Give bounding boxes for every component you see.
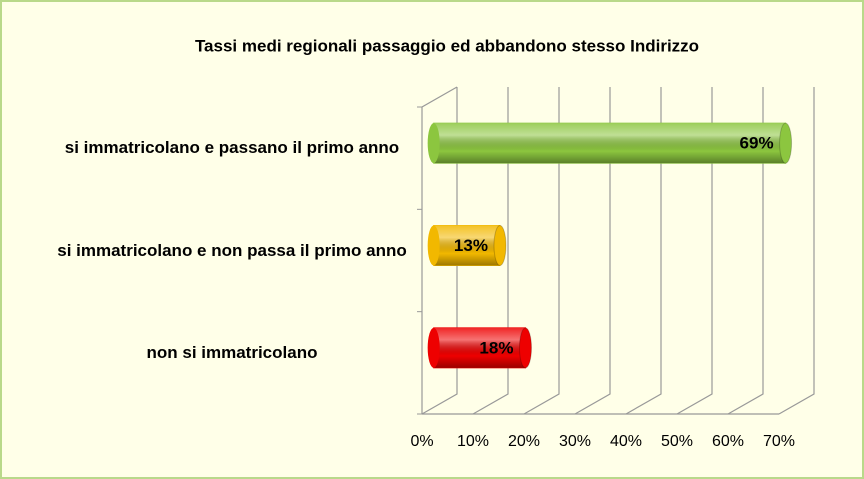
x-tick-label: 20% — [508, 433, 540, 450]
bar-shade — [433, 123, 786, 164]
grid-line — [778, 87, 815, 415]
x-tick-label: 30% — [559, 433, 591, 450]
value-label: 18% — [479, 338, 513, 357]
x-tick-label: 10% — [457, 433, 489, 450]
grid-line — [727, 87, 764, 415]
bar-shade — [433, 225, 500, 266]
x-tick-label: 60% — [712, 433, 744, 450]
bar-end-cap — [779, 122, 793, 164]
grid-line — [523, 87, 560, 415]
grid-line — [574, 87, 611, 415]
bar-end-cap — [493, 225, 507, 266]
y-tick-label: si immatricolano e non passa il primo an… — [57, 240, 407, 260]
value-label: 69% — [740, 134, 774, 153]
value-label: 13% — [454, 236, 488, 255]
bar-shade — [433, 327, 526, 368]
x-tick-label: 0% — [410, 433, 433, 450]
grid-line — [421, 87, 458, 415]
y-tick-label: si immatricolano e passano il primo anno — [64, 138, 400, 158]
bar-start-cap — [427, 327, 440, 368]
chart-title: Tassi medi regionali passaggio ed abband… — [195, 36, 699, 55]
x-tick-label: 40% — [610, 433, 642, 450]
grid-line — [676, 87, 713, 415]
x-tick-label: 50% — [661, 433, 693, 450]
bar-start-cap — [427, 225, 440, 266]
grid-line — [472, 87, 509, 415]
x-tick-label: 70% — [763, 433, 795, 450]
bar-start-cap — [427, 123, 440, 164]
bar-end-cap — [518, 327, 532, 369]
y-tick-label: non si immatricolano — [146, 342, 318, 362]
grid-line — [625, 87, 662, 415]
